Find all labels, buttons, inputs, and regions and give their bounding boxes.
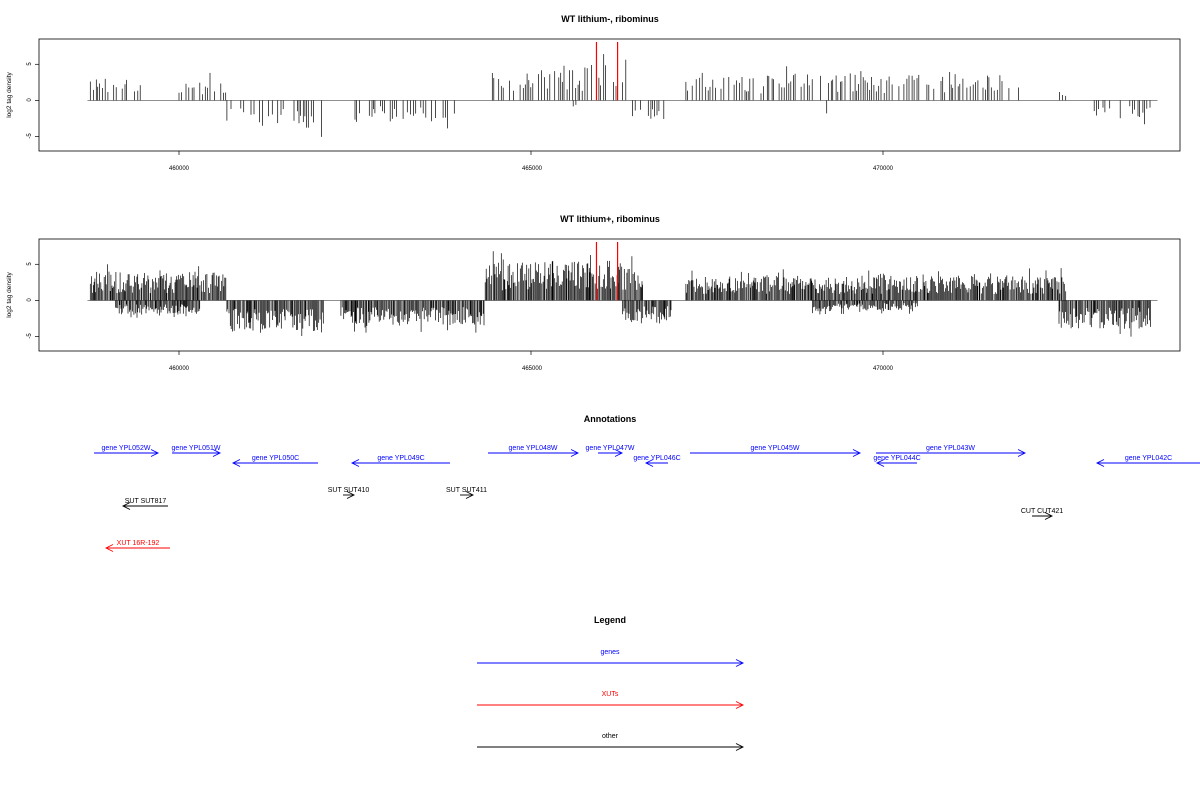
annotation-feature: SUT SUT410 [328, 487, 370, 499]
annotations-panel: Annotations gene YPL052W gene YPL051Wgene… [94, 414, 1200, 552]
annotation-label: SUT SUT817 [125, 498, 167, 505]
panel1-xtick-460000: 460000 [169, 166, 190, 172]
panel1-ytick-0: 0 [27, 98, 33, 102]
annotation-feature: gene YPL050C [231, 455, 318, 467]
annotation-arrow-head [852, 449, 862, 457]
legend-item: genes [477, 649, 745, 667]
panel2-xtick-460000: 460000 [169, 366, 190, 372]
panel-lithium-minus: WT lithium-, ribominus log2 tag density … [6, 14, 1181, 172]
panel-lithium-plus: WT lithium+, ribominus log2 tag density … [6, 214, 1181, 372]
panel2-ytick-neg5: -5 [27, 333, 33, 339]
panel1-axes: 460000 465000 470000 -5 0 5 [27, 62, 894, 172]
annotation-feature: CUT CUT421 [1021, 508, 1063, 520]
legend-arrow-head [735, 659, 745, 667]
annotation-features: gene YPL052W gene YPL051W gene YPL050C gene… [94, 445, 1200, 552]
annotation-label: gene YPL051W [172, 445, 221, 452]
panel2-ytick-5: 5 [27, 262, 33, 266]
annotation-label: gene YPL047W [586, 445, 635, 452]
panel2-ylabel: log2 tag density [6, 271, 13, 317]
annotation-label: gene YPL044C [873, 455, 920, 462]
annotation-label: gene YPL042C [1125, 455, 1172, 462]
annotation-arrow-head [231, 459, 241, 467]
panel1-ylabel: log2 tag density [6, 71, 13, 117]
legend-items: genes XUTs other [477, 649, 745, 751]
annotation-feature: gene YPL044C [873, 455, 921, 467]
annotation-feature: gene YPL051W [172, 445, 222, 457]
annotation-feature: gene YPL042C [1095, 455, 1200, 467]
annotation-arrow-head [212, 449, 222, 457]
annotation-feature: gene YPL046C [633, 455, 681, 467]
annotation-label: CUT CUT421 [1021, 508, 1063, 515]
annotation-label: SUT SUT411 [446, 487, 487, 494]
legend-label: other [602, 733, 619, 740]
panel1-bars [87, 42, 1158, 137]
panel1-ytick-neg5: -5 [27, 133, 33, 139]
legend-arrow-head [735, 743, 745, 751]
panel2-frame [38, 238, 1181, 352]
annotation-label: gene YPL045W [751, 445, 800, 452]
annotation-arrow-head [570, 449, 580, 457]
annotation-feature: SUT SUT411 [446, 487, 487, 499]
annotation-arrow-head [346, 491, 356, 499]
annotation-arrow-head [121, 502, 131, 510]
annotation-arrow-head [1017, 449, 1027, 457]
annotation-feature: gene YPL052W [94, 445, 160, 457]
panel2-title: WT lithium+, ribominus [560, 214, 660, 224]
annotation-arrow-head [614, 449, 624, 457]
annotation-label: gene YPL052W [102, 445, 151, 452]
annotation-feature: SUT SUT817 [121, 498, 168, 510]
annotation-label: XUT 16R-192 [117, 540, 160, 547]
panel1-xtick-465000: 465000 [522, 166, 543, 172]
annotation-arrow-head [875, 459, 885, 467]
legend-item: other [477, 733, 745, 751]
annotation-label: gene YPL049C [377, 455, 424, 462]
legend-label: genes [600, 649, 620, 656]
panel1-title: WT lithium-, ribominus [561, 14, 659, 24]
annotation-label: gene YPL043W [926, 445, 975, 452]
annotation-label: gene YPL050C [252, 455, 299, 462]
panel2-bars [87, 242, 1158, 337]
annotation-arrow-head [1044, 512, 1054, 520]
legend-arrow-head [735, 701, 745, 709]
panel2-xtick-465000: 465000 [522, 366, 543, 372]
annotation-feature: gene YPL047W [586, 445, 635, 457]
annotation-arrow-head [465, 491, 475, 499]
annotation-feature: gene YPL049C [350, 455, 450, 467]
panel1-frame [38, 38, 1181, 152]
annotation-arrow-head [644, 459, 654, 467]
legend-title: Legend [594, 615, 626, 625]
legend-label: XUTs [602, 691, 619, 698]
panel1-ytick-5: 5 [27, 62, 33, 66]
legend-panel: Legend genes XUTs other [477, 615, 745, 751]
panel2-ytick-0: 0 [27, 298, 33, 302]
panel2-xtick-470000: 470000 [873, 366, 894, 372]
annotation-feature: XUT 16R-192 [104, 540, 170, 552]
legend-item: XUTs [477, 691, 745, 709]
annotation-feature: gene YPL048W [488, 445, 580, 457]
panel2-axes: 460000 465000 470000 -5 0 5 [27, 262, 894, 372]
annotation-arrow-head [104, 544, 114, 552]
annotation-feature: gene YPL045W [690, 445, 862, 457]
annotation-arrow-head [150, 449, 160, 457]
panel1-xtick-470000: 470000 [873, 166, 894, 172]
annotation-label: gene YPL046C [633, 455, 680, 462]
annotation-arrow-head [1095, 459, 1105, 467]
annotation-feature: gene YPL043W [876, 445, 1027, 457]
annotation-label: gene YPL048W [509, 445, 558, 452]
annotation-label: SUT SUT410 [328, 487, 370, 494]
annotation-arrow-head [350, 459, 360, 467]
annotations-title: Annotations [584, 414, 637, 424]
